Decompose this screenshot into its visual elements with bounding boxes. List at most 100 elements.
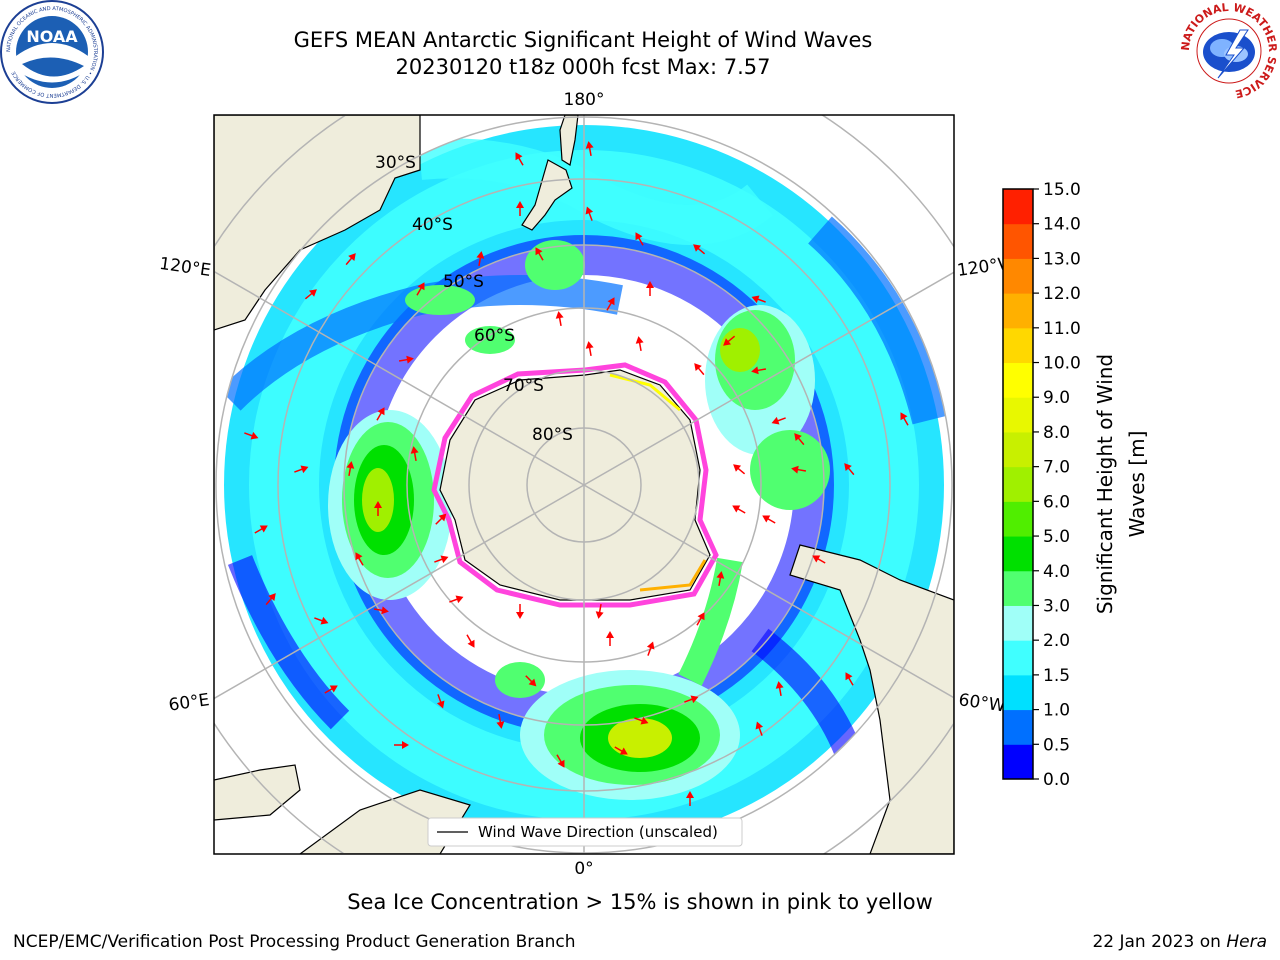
wave-arrow xyxy=(416,282,425,296)
wave-arrow xyxy=(376,407,385,421)
colorbar-band xyxy=(1003,223,1033,259)
wave-arrow xyxy=(466,634,475,648)
wave-arrow xyxy=(775,681,784,697)
wave-arrow xyxy=(355,552,364,566)
wave-arrow xyxy=(515,152,524,166)
wave-arrow xyxy=(435,513,447,525)
lat-label: 60°S xyxy=(474,326,515,346)
nws-logo: NATIONAL WEATHER SERVICE xyxy=(1179,1,1279,101)
sea-ice-edge xyxy=(431,362,719,608)
wave-arrow xyxy=(449,595,464,604)
colorbar-bands xyxy=(1003,189,1033,780)
colorbar-tick-label: 2.0 xyxy=(1043,631,1070,651)
wave-arrow xyxy=(646,281,654,296)
wave-arrow xyxy=(556,754,565,768)
wave-arrow xyxy=(244,431,259,440)
wave-arrow xyxy=(646,641,655,656)
colorbar-band xyxy=(1003,431,1033,468)
wave-arrow xyxy=(436,694,445,709)
wave-arrow xyxy=(410,446,419,462)
colorbar-band xyxy=(1003,327,1033,364)
map-legend: Wind Wave Direction (unscaled) xyxy=(427,817,743,847)
colorbar-band xyxy=(1003,709,1033,745)
lon-label-left-lower: 60°E xyxy=(167,690,210,715)
wave-arrow xyxy=(732,505,746,514)
colorbar-band xyxy=(1003,640,1033,676)
wave-arrow xyxy=(791,465,807,474)
wave-arrow xyxy=(398,355,414,364)
wave-arrow xyxy=(723,335,736,346)
map-frame xyxy=(213,114,955,855)
colorbar-tick-label: 13.0 xyxy=(1043,249,1081,269)
wave-arrow xyxy=(845,672,854,686)
noaa-logo: NOAA NATIONAL OCEANIC AND ATMOSPHERIC AD… xyxy=(0,0,104,104)
wave-arrow xyxy=(635,232,644,246)
wave-arrow xyxy=(684,695,699,704)
wave-arrow xyxy=(771,416,786,425)
wave-arrow xyxy=(696,612,705,626)
wave-arrow xyxy=(733,464,746,475)
colorbar-tick-label: 8.0 xyxy=(1043,423,1070,443)
wave-arrow xyxy=(595,603,604,619)
wave-arrow xyxy=(254,525,268,534)
noaa-logo-text: NOAA xyxy=(26,27,78,46)
wave-arrow xyxy=(394,741,409,749)
longitude-grid xyxy=(214,115,954,854)
lat-label: 50°S xyxy=(443,272,484,292)
wave-arrow xyxy=(314,616,329,625)
wave-arrow xyxy=(374,501,382,516)
wave-arrow xyxy=(535,247,544,261)
generation-info: 22 Jan 2023 on Hera xyxy=(1092,932,1267,952)
colorbar-tick-label: 1.0 xyxy=(1043,701,1070,721)
wave-arrow xyxy=(900,412,909,426)
colorbar-band xyxy=(1003,744,1033,780)
wave-arrow xyxy=(585,141,594,157)
wave-arrow xyxy=(606,631,614,646)
generation-date: 22 Jan 2023 on xyxy=(1092,932,1227,952)
wave-arrow xyxy=(716,571,725,587)
colorbar-tick-label: 9.0 xyxy=(1043,388,1070,408)
colorbar-band xyxy=(1003,570,1033,606)
colorbar-tick-label: 0.5 xyxy=(1043,735,1070,755)
colorbar-band xyxy=(1003,466,1033,502)
colorbar: 0.0 0.5 1.0 1.5 2.0 3.0 4.0 5.0 6.0 7.0 8.0 9.0 10.0… xyxy=(1002,180,1149,790)
legend-label: Wind Wave Direction (unscaled) xyxy=(478,823,718,841)
wave-arrow xyxy=(585,341,594,357)
branch-credit: NCEP/EMC/Verification Post Processing Pr… xyxy=(13,932,576,952)
lat-label: 30°S xyxy=(375,153,416,173)
wave-arrow xyxy=(794,433,805,446)
colorbar-tick-label: 11.0 xyxy=(1043,319,1081,339)
wave-arrow xyxy=(294,465,309,474)
colorbar-tick-label: 3.0 xyxy=(1043,596,1070,616)
chart-subtitle: 20230120 t18z 000h fcst Max: 7.57 xyxy=(395,55,771,79)
wave-arrow xyxy=(693,244,706,255)
latitude-labels: 30°S 40°S 50°S 60°S 70°S 80°S xyxy=(375,153,573,445)
colorbar-tick-label: 15.0 xyxy=(1043,180,1081,200)
wave-arrow xyxy=(585,206,594,221)
colorbar-tick-label: 1.5 xyxy=(1043,666,1070,686)
colorbar-band xyxy=(1003,674,1033,711)
wave-arrow xyxy=(345,253,356,266)
colorbar-band xyxy=(1003,397,1033,433)
colorbar-label-line1: Significant Height of Wind xyxy=(1093,354,1117,614)
wave-arrow xyxy=(635,336,644,352)
wave-arrow xyxy=(694,363,705,376)
colorbar-band xyxy=(1003,189,1033,225)
wave-arrow xyxy=(476,251,485,267)
colorbar-band xyxy=(1003,605,1033,641)
wave-arrow xyxy=(516,201,524,216)
wave-arrow xyxy=(555,311,564,327)
colorbar-tick-label: 5.0 xyxy=(1043,527,1070,547)
wave-arrow xyxy=(606,297,615,311)
colorbar-tick-label: 12.0 xyxy=(1043,284,1081,304)
wave-arrow xyxy=(265,593,276,606)
colorbar-tick-label: 6.0 xyxy=(1043,492,1070,512)
wave-arrow xyxy=(812,555,826,564)
wave-arrow xyxy=(525,675,537,687)
colorbar-label-line2: Waves [m] xyxy=(1125,431,1149,538)
lon-label-top: 180° xyxy=(564,90,605,110)
wave-arrow xyxy=(686,791,694,806)
wave-arrow xyxy=(346,461,355,477)
chart-title: GEFS MEAN Antarctic Significant Height o… xyxy=(293,28,873,52)
colorbar-frame xyxy=(1002,188,1034,780)
